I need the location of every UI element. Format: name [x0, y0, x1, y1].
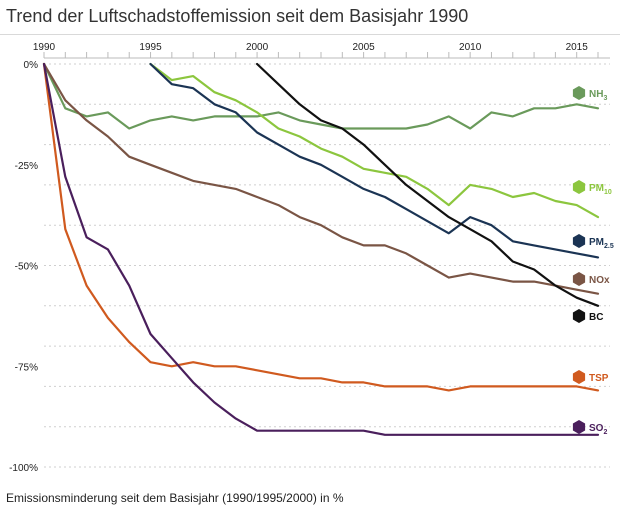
series-label-nh3: NH3 — [589, 89, 607, 102]
series-line-tsp — [42, 62, 600, 392]
series-label-pm25: PM2.5 — [589, 237, 614, 250]
series-line-so2 — [42, 62, 600, 436]
series-marker-nox — [572, 272, 586, 286]
page-title: Trend der Luftschadstoffemission seit de… — [6, 6, 469, 26]
series-marker-pm10 — [572, 180, 586, 194]
series-line-bc — [256, 62, 600, 307]
series-label-pm10: PM10 — [589, 183, 612, 196]
series-marker-tsp — [572, 370, 586, 384]
y-tick-label: -75% — [15, 362, 38, 373]
series-marker-so2 — [572, 420, 586, 434]
x-tick-label: 2015 — [566, 42, 589, 53]
x-tick-label: 2005 — [352, 42, 375, 53]
axis-layer: 1990 1995 2000 2005 2010 2015 0% -25% -50% -75% -1… — [9, 42, 610, 474]
series-label-nox: NOx — [589, 275, 610, 286]
x-tick-label: 1990 — [33, 42, 56, 53]
series-line-nh3 — [42, 62, 600, 130]
y-tick-label: -50% — [15, 262, 38, 273]
series-label-so2: SO2 — [589, 423, 607, 436]
title-divider — [0, 34, 620, 35]
grid-layer — [44, 63, 610, 468]
series-labels: NH3 PM10 PM2.5 NOx BC TSP SO2 — [572, 86, 614, 436]
x-tick-label: 2000 — [246, 42, 269, 53]
chart-caption: Emissionsminderung seit dem Basisjahr (1… — [6, 491, 344, 505]
y-tick-label: 0% — [24, 60, 39, 71]
series-marker-bc — [572, 309, 586, 323]
series-line-pm25 — [149, 62, 600, 259]
series-lines — [42, 62, 600, 436]
series-marker-nh3 — [572, 86, 586, 100]
x-tick-label: 2010 — [459, 42, 482, 53]
y-tick-label: -25% — [15, 161, 38, 172]
series-label-bc: BC — [589, 312, 603, 323]
series-label-tsp: TSP — [589, 373, 609, 384]
x-tick-label: 1995 — [139, 42, 162, 53]
y-tick-label: -100% — [9, 463, 38, 474]
series-line-nox — [42, 62, 600, 295]
series-line-pm10 — [149, 62, 600, 219]
series-marker-pm25 — [572, 234, 586, 248]
